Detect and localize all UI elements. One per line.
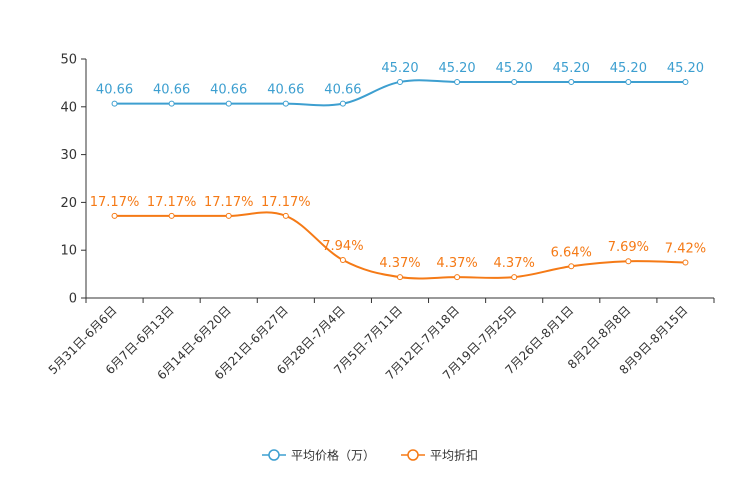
data-point bbox=[397, 274, 403, 281]
data-label: 45.20 bbox=[610, 61, 647, 76]
data-label: 45.20 bbox=[553, 61, 590, 76]
data-label: 4.37% bbox=[379, 256, 420, 271]
data-point bbox=[625, 78, 632, 85]
data-point bbox=[397, 78, 403, 85]
data-point bbox=[168, 212, 175, 219]
data-point bbox=[511, 78, 518, 85]
data-point bbox=[682, 78, 689, 85]
data-label: 4.37% bbox=[494, 256, 535, 271]
y-tick-label: 50 bbox=[60, 53, 77, 68]
data-point bbox=[454, 274, 461, 281]
chart-legend: 平均价格（万） 平均折扣 bbox=[262, 448, 478, 463]
data-label: 17.17% bbox=[90, 195, 140, 210]
data-point bbox=[339, 100, 346, 107]
y-tick-label: 0 bbox=[69, 292, 77, 307]
chart-series: 40.66 40.66 40.66 40.66 40.66 45.20 45.20 45.20… bbox=[90, 61, 706, 281]
data-label: 6.64% bbox=[551, 245, 592, 260]
data-point bbox=[625, 258, 632, 265]
data-point bbox=[682, 259, 689, 266]
series-0: 40.66 40.66 40.66 40.66 40.66 45.20 45.20 45.20… bbox=[96, 61, 704, 107]
legend-item-1: 平均折扣 bbox=[401, 448, 478, 463]
legend-label: 平均价格（万） bbox=[291, 448, 375, 463]
data-label: 45.20 bbox=[667, 61, 704, 76]
data-label: 40.66 bbox=[96, 83, 133, 98]
legend-marker-icon bbox=[268, 449, 280, 461]
y-tick-label: 40 bbox=[60, 100, 77, 115]
data-point bbox=[111, 212, 118, 219]
y-tick-label: 20 bbox=[60, 196, 77, 211]
chart-axes: 010203040505月31日-6月6日6月7日-6月13日6月14日-6月2… bbox=[46, 53, 715, 382]
legend-item-0: 平均价格（万） bbox=[262, 448, 375, 463]
data-label: 17.17% bbox=[261, 195, 311, 210]
series-1: 17.17% 17.17% 17.17% 17.17% 7.94% 4.37% 4.37% 4… bbox=[90, 195, 706, 281]
data-label: 4.37% bbox=[436, 256, 477, 271]
data-point bbox=[168, 100, 175, 107]
data-point bbox=[225, 100, 232, 107]
data-label: 45.20 bbox=[381, 61, 418, 76]
legend-label: 平均折扣 bbox=[430, 448, 478, 463]
data-label: 40.66 bbox=[324, 83, 361, 98]
data-point bbox=[225, 212, 232, 219]
data-label: 45.20 bbox=[496, 61, 533, 76]
data-label: 45.20 bbox=[438, 61, 475, 76]
y-tick-label: 30 bbox=[60, 148, 77, 163]
legend-marker-icon bbox=[407, 449, 419, 461]
data-point bbox=[111, 100, 118, 107]
data-label: 17.17% bbox=[204, 195, 254, 210]
data-label: 40.66 bbox=[210, 83, 247, 98]
data-point bbox=[568, 263, 575, 270]
data-label: 7.42% bbox=[665, 242, 706, 257]
data-point bbox=[339, 257, 346, 264]
data-label: 7.69% bbox=[608, 240, 649, 255]
data-label: 17.17% bbox=[147, 195, 197, 210]
data-label: 40.66 bbox=[267, 83, 304, 98]
data-point bbox=[282, 100, 289, 107]
data-point bbox=[282, 212, 289, 219]
y-tick-label: 10 bbox=[60, 244, 77, 259]
data-point bbox=[568, 78, 575, 85]
data-point bbox=[454, 78, 461, 85]
data-point bbox=[511, 274, 518, 281]
data-label: 7.94% bbox=[322, 239, 363, 254]
data-label: 40.66 bbox=[153, 83, 190, 98]
